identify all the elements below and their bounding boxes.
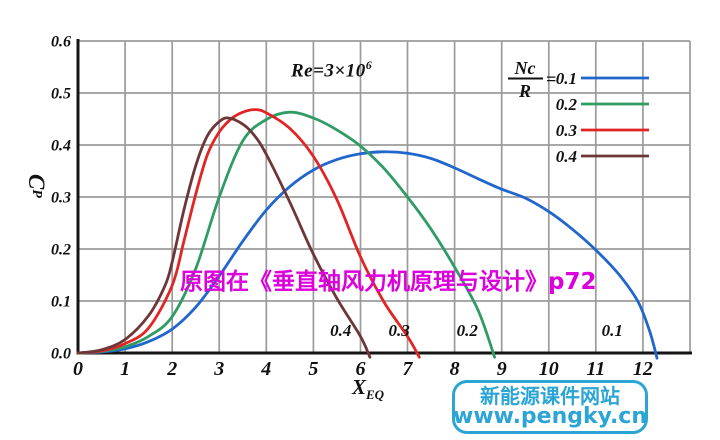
y-tick-label: 0.1: [51, 294, 71, 311]
legend-label-0.4: 0.4: [556, 147, 577, 166]
y-axis-title-main: C: [24, 174, 49, 190]
legend-fraction-denominator: R: [518, 81, 531, 101]
curve-end-label-0.3: 0.3: [388, 321, 410, 340]
y-tick-label: 0.2: [51, 242, 71, 259]
x-tick-label: 5: [308, 358, 318, 380]
curve-end-label-0.2: 0.2: [457, 321, 479, 340]
x-tick-label: 1: [120, 358, 130, 380]
legend-label-0.3: 0.3: [556, 121, 578, 140]
y-tick-label: 0.5: [51, 86, 71, 103]
curve-end-label-0.1: 0.1: [602, 321, 623, 340]
y-tick-label: 0.0: [51, 346, 71, 363]
reynolds-annotation-main: Re=3×10: [291, 60, 366, 82]
curve-end-label-0.4: 0.4: [330, 321, 351, 340]
legend-label-0.1: 0.1: [556, 69, 577, 88]
x-axis-title-main: X: [352, 375, 367, 399]
legend-equals-sign: =: [546, 69, 556, 89]
x-tick-label: 11: [586, 358, 605, 380]
y-tick-label: 0.4: [51, 138, 71, 155]
x-tick-label: 0: [73, 358, 83, 380]
reynolds-annotation: Re=3×106: [291, 58, 372, 82]
watermark-site-name: 新能源课件网站: [480, 383, 620, 408]
reynolds-annotation-sup: 6: [365, 58, 373, 72]
x-tick-label: 4: [260, 358, 271, 380]
y-axis-title-sub: P: [29, 189, 44, 198]
x-tick-label: 9: [497, 358, 507, 380]
x-tick-label: 12: [633, 358, 653, 380]
x-tick-label: 6: [356, 358, 366, 380]
watermark-site-url: www.pengky.cn: [453, 403, 648, 429]
x-tick-label: 8: [450, 358, 460, 380]
legend-label-0.2: 0.2: [556, 95, 578, 114]
watermark-badge: 新能源课件网站 www.pengky.cn: [452, 380, 648, 434]
x-tick-label: 2: [166, 358, 177, 380]
source-note: 原图在《垂直轴风力机原理与设计》p72: [180, 269, 597, 295]
x-tick-label: 3: [213, 358, 224, 380]
curve-0.3: [76, 108, 421, 359]
x-tick-label: 7: [403, 358, 414, 380]
curve-0.4: [76, 116, 372, 359]
legend-fraction-numerator: Nc: [514, 58, 536, 78]
x-axis-title-sub: EQ: [366, 387, 385, 403]
curve-0.2: [76, 110, 496, 359]
curve-0.1: [76, 150, 659, 360]
x-axis-title: XEQ: [352, 375, 384, 403]
x-tick-label: 10: [539, 358, 559, 380]
y-tick-label: 0.3: [51, 190, 71, 207]
y-tick-label: 0.6: [51, 34, 71, 51]
